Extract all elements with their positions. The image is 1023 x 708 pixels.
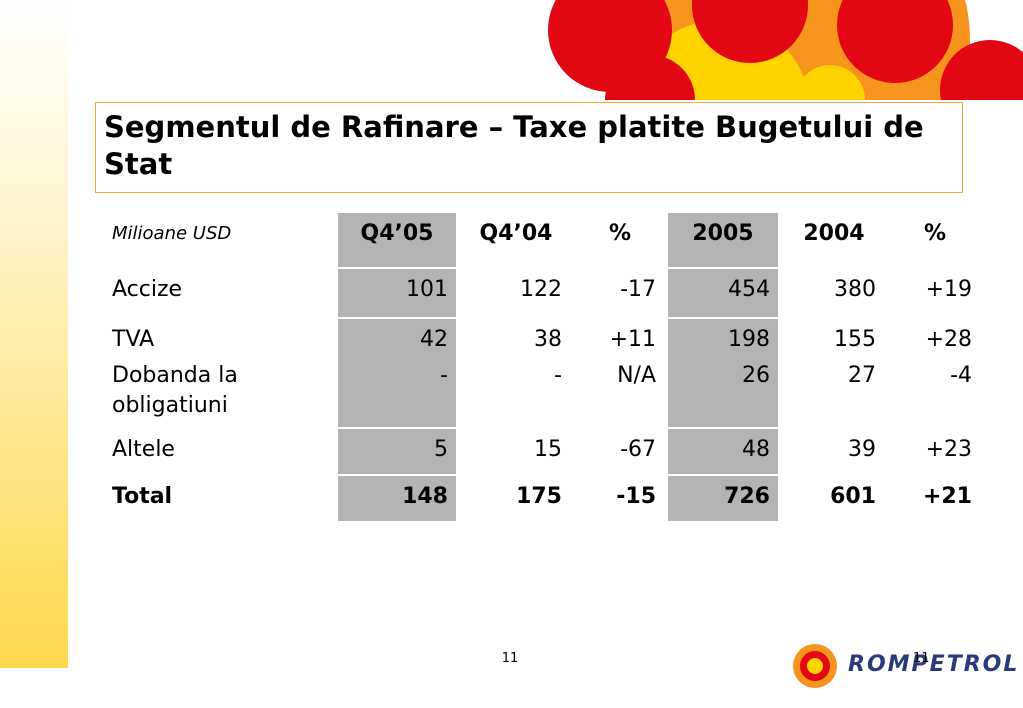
table-cell: - — [440, 363, 448, 388]
column-header: Q4’05 — [360, 221, 434, 246]
table-cell: +11 — [609, 327, 656, 352]
column-header: % — [608, 221, 632, 246]
column-shade — [338, 213, 456, 521]
table-cell: +23 — [925, 437, 972, 462]
row-separator — [338, 427, 456, 429]
table-cell: 42 — [420, 327, 448, 352]
side-band — [0, 0, 68, 668]
table-cell: 726 — [724, 484, 770, 509]
table-cell: 601 — [830, 484, 876, 509]
row-label: Accize — [112, 277, 183, 302]
row-label: Dobanda la obligatiuni — [112, 363, 238, 418]
column-header: Milioane USD — [112, 223, 232, 244]
table-cell: N/A — [617, 363, 656, 388]
row-separator — [338, 267, 456, 269]
table-cell: 48 — [742, 437, 770, 462]
table-cell: 38 — [534, 327, 562, 352]
table-cell: 380 — [834, 277, 876, 302]
row-separator — [338, 317, 456, 319]
table-cell: 39 — [848, 437, 876, 462]
table-cell: 26 — [742, 363, 770, 388]
table-cell: 148 — [402, 484, 448, 509]
slide-title: Segmentul de Rafinare – Taxe platite Bug… — [95, 102, 963, 193]
table-cell: - — [554, 363, 562, 388]
table-cell: -4 — [950, 363, 972, 388]
column-header: 2005 — [692, 221, 754, 246]
row-separator — [668, 317, 778, 319]
logo-text: ROMPETROL — [848, 652, 1020, 677]
logo-icon — [793, 644, 837, 688]
table-cell: -67 — [620, 437, 656, 462]
page-number: 11 — [501, 651, 519, 666]
column-header: % — [923, 221, 947, 246]
row-label: Total — [112, 484, 173, 509]
table-cell: 155 — [834, 327, 876, 352]
table-cell: 15 — [534, 437, 562, 462]
table-cell: 27 — [848, 363, 876, 388]
column-header: 2004 — [803, 221, 865, 246]
decoration — [548, 0, 1023, 100]
table-cell: 5 — [434, 437, 448, 462]
table-cell: +28 — [925, 327, 972, 352]
row-separator — [668, 267, 778, 269]
row-separator — [668, 474, 778, 476]
row-label: TVA — [112, 327, 155, 352]
table-cell: -17 — [620, 277, 656, 302]
row-label: Altele — [112, 437, 175, 462]
row-separator — [338, 474, 456, 476]
row-separator — [668, 427, 778, 429]
table-cell: 122 — [520, 277, 562, 302]
table-cell: +19 — [925, 277, 972, 302]
table-cell: 175 — [516, 484, 562, 509]
table-cell: 101 — [406, 277, 448, 302]
table-cell: +21 — [922, 484, 972, 509]
table-cell: 198 — [728, 327, 770, 352]
column-header: Q4’04 — [479, 221, 553, 246]
column-shade — [668, 213, 778, 521]
table-cell: -15 — [616, 484, 656, 509]
table-cell: 454 — [728, 277, 770, 302]
logo-page-number: 11 — [913, 651, 930, 666]
